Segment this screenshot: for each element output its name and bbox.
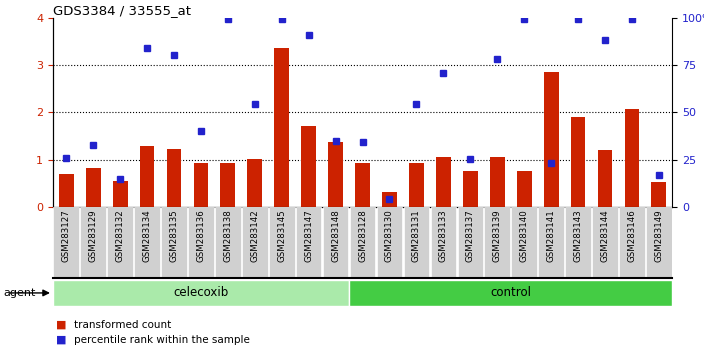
Bar [355, 163, 370, 207]
Text: agent: agent [4, 288, 36, 298]
Bar [188, 207, 214, 278]
Bar [247, 159, 262, 207]
Text: control: control [490, 286, 532, 299]
Bar [592, 207, 618, 278]
Bar [403, 207, 429, 278]
Text: GSM283139: GSM283139 [493, 209, 502, 262]
Bar [377, 207, 402, 278]
Bar [269, 207, 294, 278]
Bar [167, 149, 182, 207]
Bar [431, 207, 456, 278]
Bar [107, 207, 133, 278]
Text: GSM283132: GSM283132 [115, 209, 125, 262]
Bar [598, 150, 612, 207]
Text: ■: ■ [56, 335, 67, 345]
Bar [571, 117, 586, 207]
Text: percentile rank within the sample: percentile rank within the sample [74, 335, 250, 345]
Text: GSM283131: GSM283131 [412, 209, 421, 262]
Text: GSM283128: GSM283128 [358, 209, 367, 262]
Text: GSM283140: GSM283140 [520, 209, 529, 262]
Text: GSM283142: GSM283142 [251, 209, 259, 262]
Text: GSM283141: GSM283141 [546, 209, 555, 262]
Text: GSM283143: GSM283143 [574, 209, 582, 262]
Text: GDS3384 / 33555_at: GDS3384 / 33555_at [53, 4, 191, 17]
Bar [463, 171, 478, 207]
Text: GSM283133: GSM283133 [439, 209, 448, 262]
Text: celecoxib: celecoxib [173, 286, 229, 299]
Bar [53, 280, 349, 306]
Bar [349, 280, 672, 306]
Bar [113, 181, 127, 207]
Text: GSM283148: GSM283148 [331, 209, 340, 262]
Text: GSM283130: GSM283130 [385, 209, 394, 262]
Bar [539, 207, 564, 278]
Bar [86, 168, 101, 207]
Bar [490, 158, 505, 207]
Bar [436, 158, 451, 207]
Bar [619, 207, 645, 278]
Bar [59, 174, 74, 207]
Text: GSM283145: GSM283145 [277, 209, 287, 262]
Bar [624, 109, 639, 207]
Bar [54, 207, 79, 278]
Bar [543, 72, 558, 207]
Bar [382, 192, 397, 207]
Text: GSM283144: GSM283144 [601, 209, 610, 262]
Bar [484, 207, 510, 278]
Bar [409, 163, 424, 207]
Bar [565, 207, 591, 278]
Bar [323, 207, 348, 278]
Bar [328, 142, 343, 207]
Bar [161, 207, 187, 278]
Bar [517, 171, 532, 207]
Text: GSM283136: GSM283136 [196, 209, 206, 262]
Bar [296, 207, 322, 278]
Bar [134, 207, 160, 278]
Text: GSM283138: GSM283138 [223, 209, 232, 262]
Text: ■: ■ [56, 320, 67, 330]
Bar [646, 207, 672, 278]
Text: GSM283147: GSM283147 [304, 209, 313, 262]
Bar [139, 147, 154, 207]
Bar [220, 163, 235, 207]
Text: GSM283146: GSM283146 [627, 209, 636, 262]
Text: GSM283127: GSM283127 [62, 209, 71, 262]
Bar [242, 207, 268, 278]
Bar [215, 207, 241, 278]
Text: GSM283135: GSM283135 [170, 209, 179, 262]
Text: GSM283129: GSM283129 [89, 209, 98, 262]
Text: GSM283149: GSM283149 [654, 209, 663, 262]
Bar [301, 126, 316, 207]
Bar [458, 207, 483, 278]
Bar [511, 207, 537, 278]
Bar [80, 207, 106, 278]
Bar [275, 48, 289, 207]
Bar [651, 182, 666, 207]
Text: GSM283137: GSM283137 [466, 209, 474, 262]
Text: GSM283134: GSM283134 [143, 209, 151, 262]
Bar [350, 207, 375, 278]
Text: transformed count: transformed count [74, 320, 171, 330]
Bar [194, 163, 208, 207]
